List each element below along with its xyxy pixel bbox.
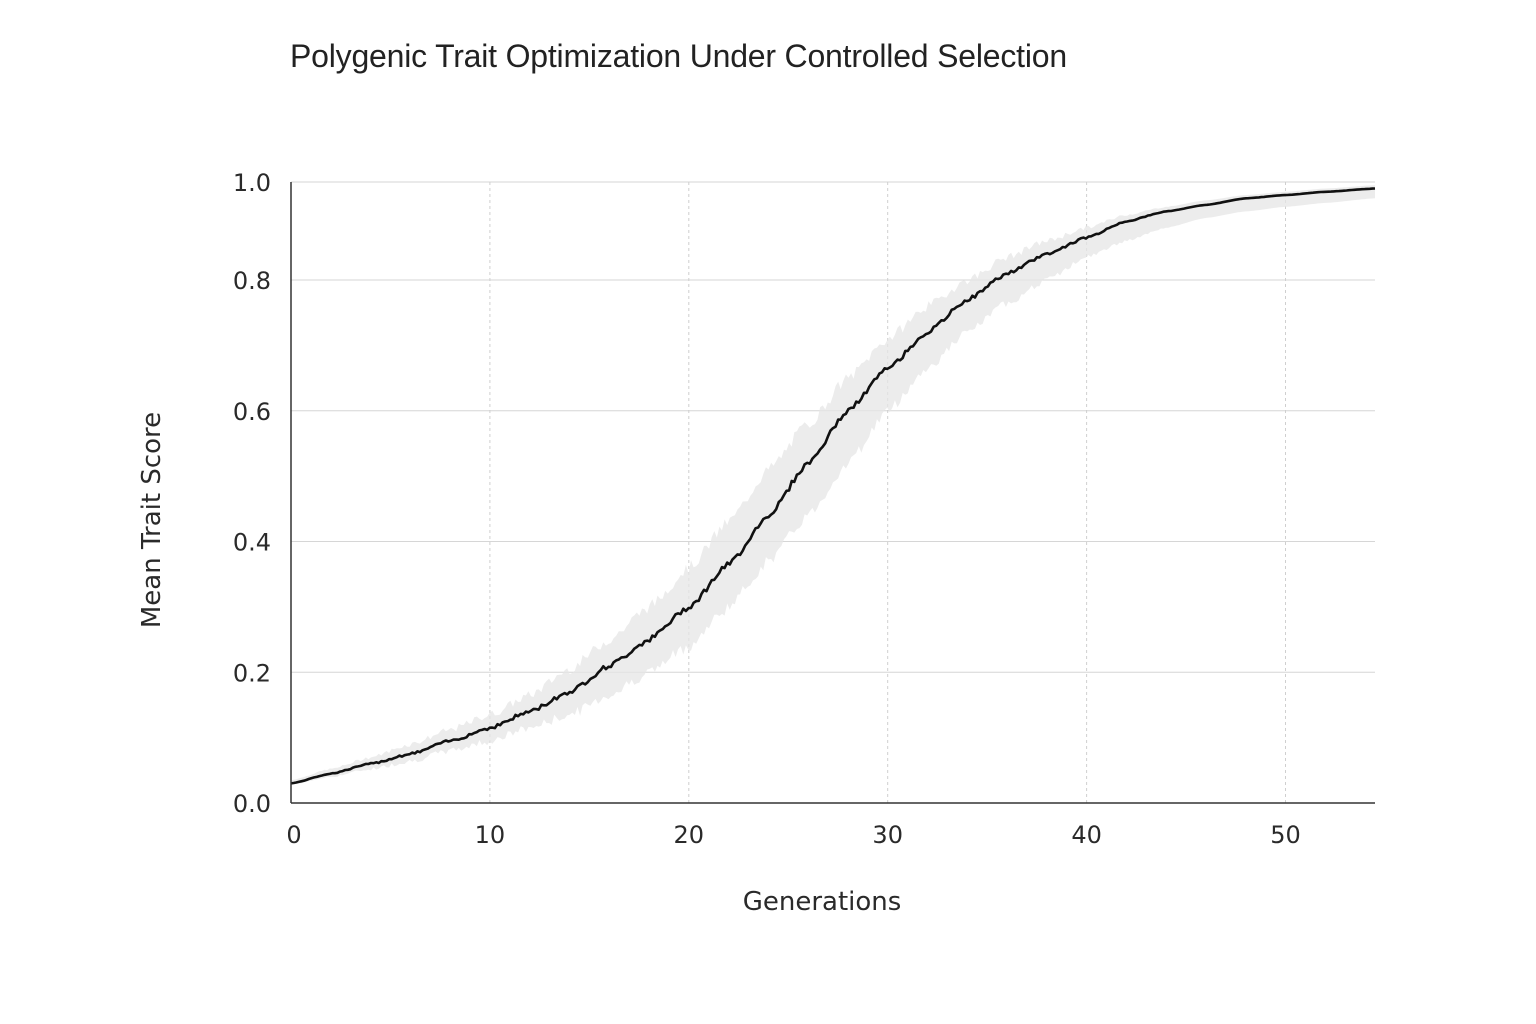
- y-tick-label-3: 0.6: [233, 398, 271, 426]
- y-tick-label-0: 0.0: [233, 790, 271, 818]
- series-line: [290, 187, 1376, 785]
- x-tick-label-4: 40: [1071, 821, 1102, 849]
- confidence-band: [291, 185, 1375, 785]
- confidence-band-layer: [291, 185, 1375, 785]
- x-tick-label-2: 20: [674, 821, 705, 849]
- x-tick-label-1: 10: [475, 821, 506, 849]
- grid: [291, 181, 1375, 803]
- chart-title: Polygenic Trait Optimization Under Contr…: [290, 38, 1067, 74]
- axes: [290, 182, 1375, 804]
- x-tick-label-0: 0: [286, 821, 301, 849]
- y-tick-label-5: 1.0: [233, 169, 271, 197]
- y-axis-title: Mean Trait Score: [137, 412, 167, 628]
- series-line-layer: [290, 187, 1376, 785]
- x-axis-title: Generations: [743, 887, 902, 917]
- y-tick-label-4: 0.8: [233, 267, 271, 295]
- tick-labels: 0 10 20 30 40 50 0.0 0.2 0.4 0.6 0.8 1.0: [233, 169, 1301, 849]
- y-tick-label-2: 0.4: [233, 529, 271, 557]
- y-tick-label-1: 0.2: [233, 659, 271, 687]
- x-tick-label-5: 50: [1270, 821, 1301, 849]
- x-tick-label-3: 30: [872, 821, 903, 849]
